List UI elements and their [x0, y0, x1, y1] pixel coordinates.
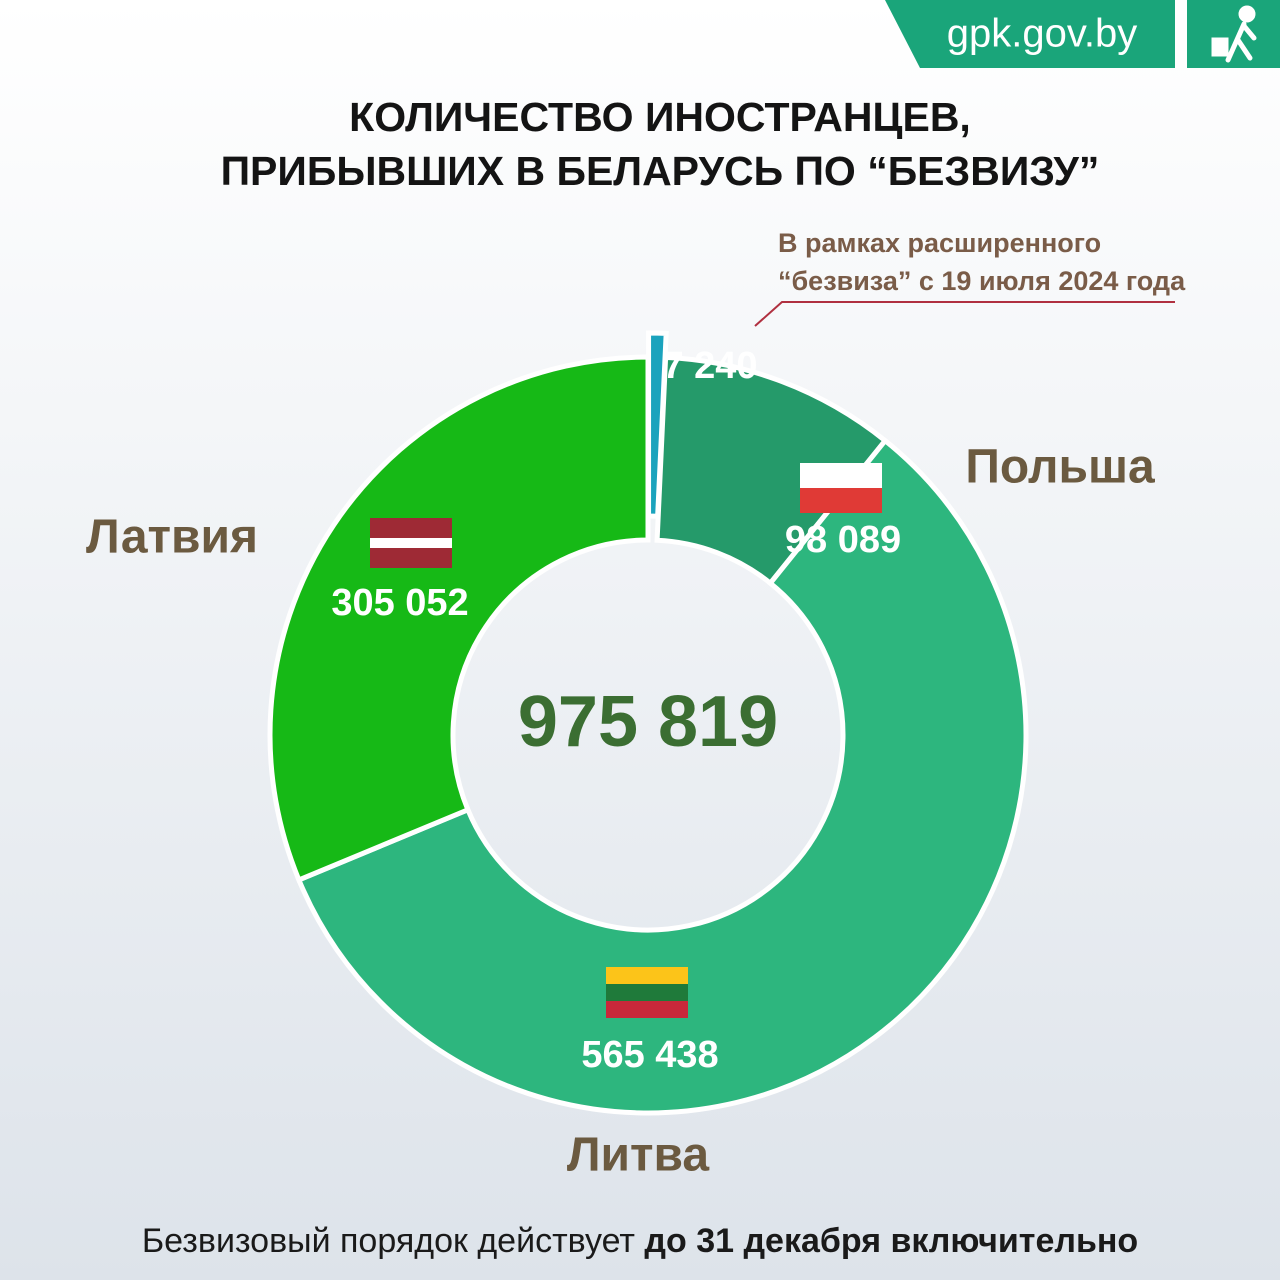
value-label: 305 052: [331, 582, 468, 624]
site-badge: [885, 0, 1175, 68]
annotation: “безвиза” с 19 июля 2024 года: [778, 266, 1186, 296]
category-label: Литва: [567, 1129, 710, 1182]
donut-segment: [295, 437, 1029, 1116]
value-label: 7 240: [662, 345, 757, 387]
site-url[interactable]: gpk.gov.by: [947, 12, 1138, 56]
value-label: 98 089: [785, 519, 901, 561]
traveler-icon: [1211, 5, 1257, 63]
annotation: В рамках расширенного: [778, 228, 1101, 258]
logo-box: [1187, 0, 1280, 68]
category-label: Польша: [965, 441, 1155, 494]
flag-latvia: [370, 518, 452, 568]
chart-title: ПРИБЫВШИХ В БЕЛАРУСЬ ПО “БЕЗВИЗУ”: [221, 148, 1100, 194]
chart-title: КОЛИЧЕСТВО ИНОСТРАНЦЕВ,: [349, 94, 971, 140]
footer: Безвизовый порядок действует до 31 декаб…: [142, 1222, 1138, 1260]
value-label: 565 438: [581, 1034, 718, 1076]
flag-lithuania: [606, 967, 688, 1018]
footer-emphasis: до 31 декабря включительно: [644, 1222, 1138, 1260]
donut-segment: [267, 354, 651, 884]
category-label: Латвия: [86, 511, 258, 564]
footer-text: Безвизовый порядок действует: [142, 1222, 635, 1260]
annotation-leader: [754, 301, 1175, 327]
total-label: 975 819: [518, 682, 778, 762]
flag-poland: [800, 463, 882, 513]
donut: 7 240 98 089 565 438 305 052 Польша Литва Латв…: [86, 330, 1155, 1182]
